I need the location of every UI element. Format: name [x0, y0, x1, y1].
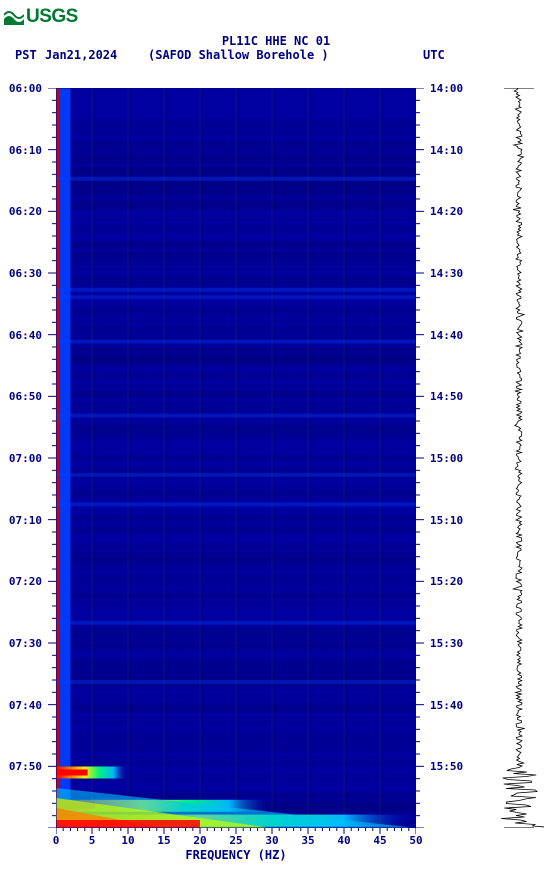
y-tick-label: 14:40 — [430, 329, 463, 342]
usgs-logo: USGS — [4, 6, 78, 28]
y-tick-label: 07:40 — [9, 699, 42, 712]
chart-title: PL11C HHE NC 01 PST Jan21,2024 (SAFOD Sh… — [0, 34, 552, 48]
x-tick-label: 35 — [301, 834, 314, 847]
y-tick-label: 07:20 — [9, 575, 42, 588]
x-tick-label: 30 — [265, 834, 278, 847]
x-tick-label: 20 — [193, 834, 206, 847]
spectrogram-plot — [56, 88, 416, 828]
x-tick-label: 40 — [337, 834, 350, 847]
y-tick-label: 15:50 — [430, 760, 463, 773]
station-name: (SAFOD Shallow Borehole ) — [148, 48, 329, 62]
x-axis-title: FREQUENCY (HZ) — [56, 848, 416, 862]
x-tick-label: 45 — [373, 834, 386, 847]
y-tick-label: 07:30 — [9, 637, 42, 650]
date-label: Jan21,2024 — [45, 48, 117, 62]
y-tick-label: 15:20 — [430, 575, 463, 588]
y-tick-label: 07:10 — [9, 514, 42, 527]
left-tick-marks — [46, 88, 56, 828]
pst-label: PST — [15, 48, 37, 62]
y-tick-label: 06:50 — [9, 390, 42, 403]
y-tick-label: 06:00 — [9, 82, 42, 95]
y-tick-label: 06:30 — [9, 267, 42, 280]
x-tick-label: 25 — [229, 834, 242, 847]
y-tick-label: 15:30 — [430, 637, 463, 650]
y-tick-label: 14:10 — [430, 144, 463, 157]
x-tick-label: 10 — [121, 834, 134, 847]
wave-icon — [4, 9, 24, 25]
utc-label: UTC — [423, 48, 445, 62]
spectrogram-svg — [56, 88, 416, 828]
y-axis-right: 14:0014:1014:2014:3014:4014:5015:0015:10… — [416, 88, 472, 828]
y-tick-label: 15:10 — [430, 514, 463, 527]
x-tick-label: 50 — [409, 834, 422, 847]
station-code: PL11C HHE NC 01 — [0, 34, 552, 48]
y-tick-label: 15:00 — [430, 452, 463, 465]
x-tick-label: 0 — [53, 834, 60, 847]
y-tick-label: 06:40 — [9, 329, 42, 342]
y-tick-label: 14:20 — [430, 205, 463, 218]
y-tick-label: 14:30 — [430, 267, 463, 280]
waveform-svg — [494, 88, 544, 828]
y-tick-label: 14:50 — [430, 390, 463, 403]
x-tick-label: 5 — [89, 834, 96, 847]
y-tick-label: 07:50 — [9, 760, 42, 773]
waveform-trace — [494, 88, 544, 828]
y-tick-label: 15:40 — [430, 699, 463, 712]
logo-text: USGS — [26, 6, 78, 28]
y-tick-label: 07:00 — [9, 452, 42, 465]
x-tick-label: 15 — [157, 834, 170, 847]
y-tick-label: 06:10 — [9, 144, 42, 157]
y-tick-label: 14:00 — [430, 82, 463, 95]
y-tick-label: 06:20 — [9, 205, 42, 218]
